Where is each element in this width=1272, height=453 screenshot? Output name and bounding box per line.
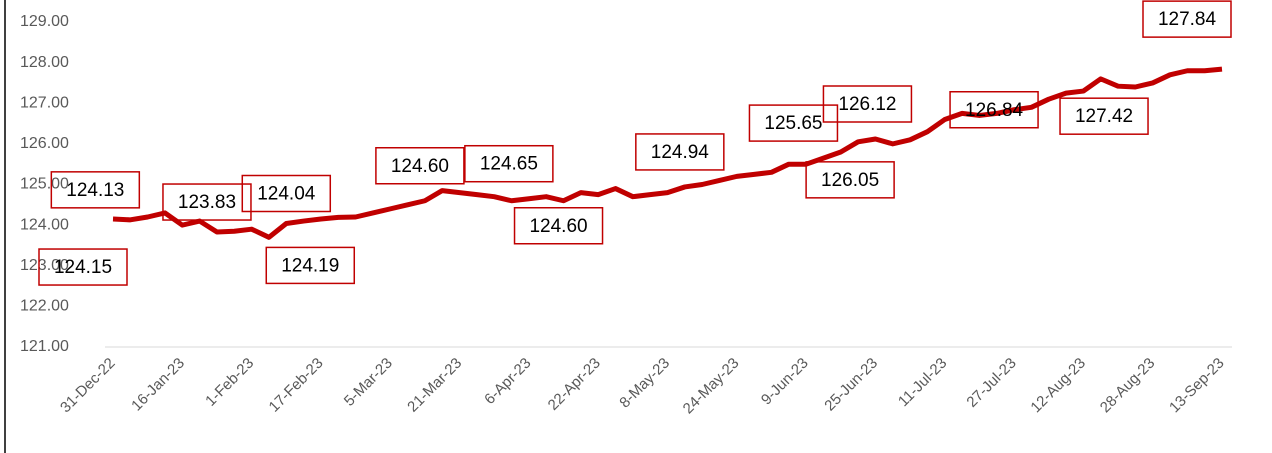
value-label-box: [50, 171, 141, 209]
x-tick-label: 8-May-23: [616, 355, 673, 412]
y-tick-label: 127.00: [20, 94, 69, 111]
x-tick-label: 9-Jun-23: [758, 355, 812, 409]
value-label: 124.60: [529, 216, 587, 237]
x-tick-label: 11-Jul-23: [895, 355, 950, 410]
y-tick-label: 124.00: [20, 216, 69, 233]
x-tick-label: 27-Jul-23: [963, 355, 1019, 411]
y-tick-label: 122.00: [20, 298, 69, 315]
value-label: 124.13: [66, 180, 124, 201]
value-label: 126.12: [838, 94, 896, 115]
value-label: 124.19: [281, 255, 339, 276]
value-label: 126.05: [821, 170, 879, 191]
x-tick-label: 17-Feb-23: [266, 355, 327, 416]
x-tick-label: 24-May-23: [680, 355, 743, 418]
value-label: 124.15: [54, 257, 112, 278]
value-label: 124.65: [480, 154, 538, 175]
x-tick-label: 12-Aug-23: [1027, 355, 1089, 417]
value-label: 126.84: [965, 100, 1024, 121]
value-label: 124.60: [391, 156, 449, 177]
y-tick-label: 126.00: [20, 135, 69, 152]
value-label-box: [241, 174, 332, 213]
value-label: 127.42: [1075, 106, 1133, 127]
value-label-box: [805, 161, 895, 199]
y-tick-label: 128.00: [20, 54, 69, 71]
x-tick-label: 5-Mar-23: [341, 355, 396, 410]
value-label: 127.84: [1158, 9, 1217, 30]
y-tick-label: 123.00: [20, 257, 69, 274]
value-label-box: [464, 144, 554, 183]
value-label-box: [162, 183, 252, 221]
x-tick-label: 28-Aug-23: [1097, 355, 1159, 417]
value-label: 125.65: [764, 113, 822, 134]
value-label-box: [949, 91, 1039, 129]
value-label-box: [1142, 0, 1232, 38]
y-tick-label: 125.00: [20, 176, 69, 193]
x-tick-label: 31-Dec-22: [57, 355, 119, 417]
x-tick-label: 16-Jan-23: [128, 355, 188, 415]
value-label-box: [38, 248, 128, 286]
value-label-box: [265, 246, 356, 285]
value-label: 123.83: [178, 192, 236, 213]
x-tick-label: 22-Apr-23: [545, 355, 604, 414]
y-tick-label: 121.00: [20, 338, 69, 355]
x-tick-label: 25-Jun-23: [821, 355, 881, 415]
value-label-box: [635, 133, 725, 171]
data-line: [112, 66, 1223, 240]
y-tick-label: 129.00: [20, 13, 69, 30]
value-label-box: [748, 104, 839, 142]
value-label-box: [375, 147, 465, 185]
x-tick-label: 1-Feb-23: [202, 355, 257, 410]
value-label: 124.94: [651, 142, 710, 163]
x-tick-label: 21-Mar-23: [404, 355, 465, 416]
value-label-box: [1059, 97, 1149, 135]
value-label-box: [822, 85, 913, 123]
value-label-box: [513, 207, 604, 245]
x-tick-label: 13-Sep-23: [1166, 355, 1228, 417]
value-label: 124.04: [257, 184, 316, 205]
x-tick-label: 6-Apr-23: [481, 355, 534, 408]
